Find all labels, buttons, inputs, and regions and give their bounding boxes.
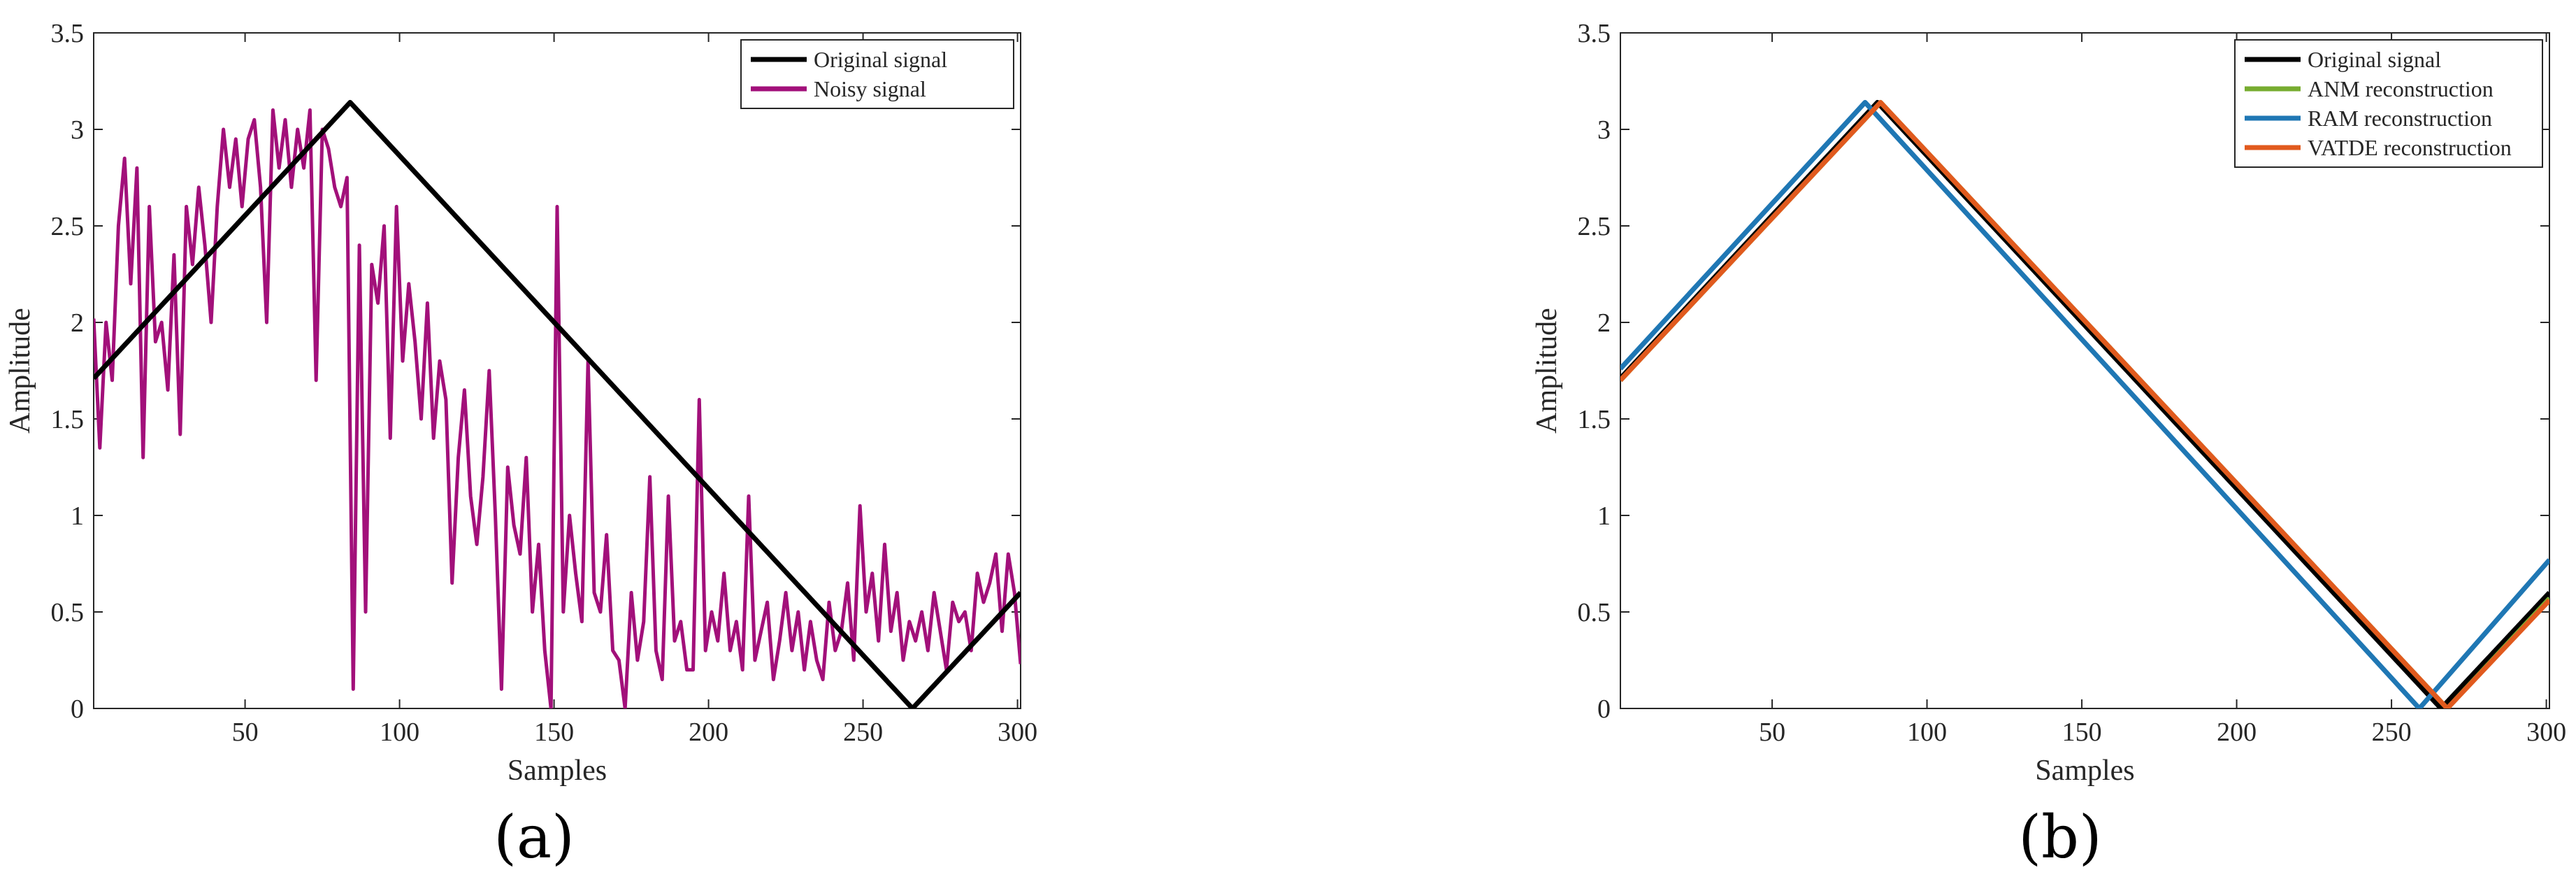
legend-box (740, 39, 1014, 109)
y-tick-label: 2 (1597, 308, 1611, 338)
legend-label: Original signal (2308, 47, 2441, 72)
y-tick-label: 3.5 (1578, 19, 1611, 48)
legend-label: ANM reconstruction (2308, 76, 2494, 101)
y-tick-label: 0 (71, 694, 84, 724)
chart-b: 50 100 150 200 250 300 0 0.5 1 1.5 2 2.5 3 3.5 Samples… (1531, 19, 2566, 787)
series-line-vatde-reconstruction (1620, 99, 2549, 708)
legend: Original signal Noisy signal (740, 39, 1014, 109)
series-line-noisy-signal (94, 108, 1021, 708)
y-tick-label: 1.5 (51, 405, 85, 434)
series-line-original-signal (94, 99, 1021, 708)
x-axis-title: Samples (2035, 755, 2134, 787)
series-group (94, 99, 1021, 708)
y-tick-label: 1 (71, 501, 84, 531)
x-tick-label: 200 (2217, 718, 2257, 747)
y-tick-label: 0 (1597, 694, 1611, 724)
y-tick-label: 2.5 (51, 212, 85, 241)
panel-caption-b: (b) (2018, 803, 2101, 871)
legend: Original signal ANM reconstruction RAM rec… (2234, 39, 2543, 168)
x-tick-label: 250 (843, 718, 883, 747)
series-line-ram-reconstruction (1620, 99, 2549, 708)
x-tick-label: 50 (232, 718, 259, 747)
x-tick-label: 50 (1759, 718, 1785, 747)
panel-caption-a: (a) (494, 803, 575, 871)
x-tick-label: 200 (689, 718, 728, 747)
y-tick-label: 1 (1597, 501, 1611, 531)
y-tick-label: 3 (1597, 115, 1611, 145)
y-tick-label: 3.5 (51, 19, 85, 48)
legend-label: RAM reconstruction (2308, 106, 2492, 131)
y-tick-label: 1.5 (1578, 405, 1611, 434)
chart-a: 50 100 150 200 250 300 0 0.5 1 1.5 2 2.5 3 3.5 Samples… (4, 19, 1037, 787)
legend-label: VATDE reconstruction (2308, 135, 2512, 160)
y-tick-label: 0.5 (51, 598, 85, 627)
legend-label: Original signal (814, 47, 947, 72)
y-axis-title: Amplitude (1531, 308, 1563, 434)
x-tick-label: 150 (534, 718, 574, 747)
y-tick-label: 2.5 (1578, 212, 1611, 241)
y-tick-label: 2 (71, 308, 84, 338)
y-tick-label: 3 (71, 115, 84, 145)
x-tick-label: 300 (998, 718, 1037, 747)
x-tick-label: 100 (380, 718, 419, 747)
y-tick-label: 0.5 (1578, 598, 1611, 627)
x-tick-label: 150 (2062, 718, 2102, 747)
x-tick-label: 100 (1907, 718, 1947, 747)
x-axis-title: Samples (508, 755, 607, 787)
legend-label: Noisy signal (814, 76, 926, 101)
x-tick-label: 250 (2372, 718, 2412, 747)
y-axis-title: Amplitude (4, 308, 36, 434)
series-group (1620, 99, 2549, 708)
x-tick-label: 300 (2526, 718, 2566, 747)
